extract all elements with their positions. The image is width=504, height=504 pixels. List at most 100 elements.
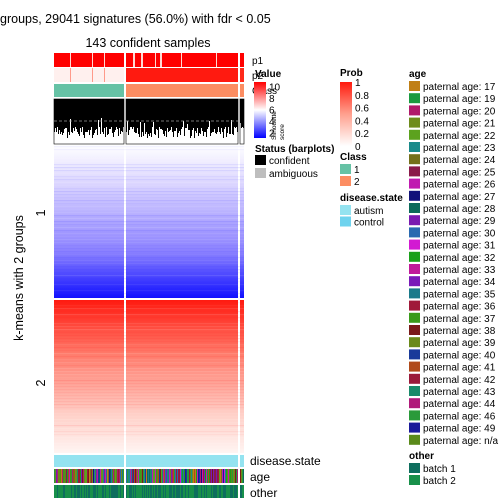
- age-track-cell: [173, 469, 174, 483]
- heatmap-row-texture: [54, 425, 244, 427]
- silhouette-bar: [184, 99, 185, 136]
- heatmap-row-texture: [54, 197, 244, 199]
- silhouette-bar: [159, 99, 160, 127]
- other-track-cell: [179, 485, 180, 498]
- age-track-cell: [234, 469, 235, 483]
- silhouette-bar: [65, 99, 66, 128]
- other-track-cell: [177, 485, 178, 498]
- other-track-cell: [94, 485, 95, 498]
- silhouette-bar: [84, 99, 85, 138]
- age-legend-item-label: paternal age: 33: [423, 265, 496, 276]
- age-track-cell: [93, 469, 94, 483]
- silhouette-bar: [166, 99, 167, 137]
- age-track-cell: [168, 469, 169, 483]
- age-track-cell: [190, 469, 191, 483]
- other-track-cell: [213, 485, 214, 498]
- age-track-cell: [66, 469, 67, 483]
- silhouette-bar: [241, 99, 242, 128]
- silhouette-bar: [67, 99, 68, 138]
- heatmap-body: [54, 145, 244, 453]
- silhouette-bar: [85, 99, 86, 132]
- heatmap-row-texture: [54, 173, 244, 175]
- disease-state-legend-title: disease.state: [340, 193, 403, 204]
- silhouette-bar: [158, 99, 159, 138]
- age-track-cell: [68, 469, 69, 483]
- silhouette-bar: [191, 99, 192, 136]
- other-track-cell: [219, 485, 220, 498]
- age-legend-item-label: paternal age: 44: [423, 399, 496, 410]
- silhouette-bar: [178, 99, 179, 133]
- age-track-cell: [82, 469, 83, 483]
- class-legend-item-label: 1: [354, 165, 360, 176]
- other-track-label: other: [250, 486, 277, 500]
- heatmap-row-texture: [54, 443, 244, 445]
- other-track-cell: [105, 485, 106, 498]
- age-track-cell: [153, 469, 154, 483]
- age-track-cell: [154, 469, 155, 483]
- other-track-cell: [88, 485, 89, 498]
- age-track-cell: [236, 469, 237, 483]
- silhouette-bar: [132, 99, 133, 129]
- silhouette-bar: [227, 99, 228, 133]
- silhouette-bar: [171, 99, 172, 127]
- age-track-cell: [219, 469, 220, 483]
- silhouette-bar: [112, 99, 113, 133]
- p1-stripe: [133, 53, 135, 67]
- other-track-cell: [220, 485, 221, 498]
- silhouette-bar: [90, 99, 91, 130]
- silhouette-bar: [186, 99, 187, 128]
- silhouette-bar: [145, 99, 146, 134]
- p1-stripe: [70, 53, 71, 67]
- silhouette-bar: [194, 99, 195, 138]
- age-legend-item-swatch: [409, 361, 420, 372]
- other-track-cell: [64, 485, 65, 498]
- silhouette-bar: [203, 99, 204, 136]
- age-legend-item-swatch: [409, 386, 420, 396]
- silhouette-bar: [116, 99, 117, 127]
- other-track-cell: [155, 485, 156, 498]
- age-track-cell: [102, 469, 103, 483]
- silhouette-bar: [147, 99, 148, 138]
- age-track-cell: [186, 469, 187, 483]
- age-legend-item-label: paternal age: 38: [423, 326, 496, 337]
- heatmap-row-texture: [54, 251, 244, 253]
- silhouette-bar: [240, 99, 241, 123]
- disease-state-track-label: disease.state: [250, 454, 321, 468]
- heatmap-row-texture: [54, 194, 244, 196]
- age-track-cell: [106, 469, 107, 483]
- other-track-cell: [113, 485, 114, 498]
- silhouette-bar: [80, 99, 81, 128]
- age-track-cell: [122, 469, 123, 483]
- chart-title: groups, 29041 signatures (56.0%) with fd…: [0, 12, 271, 26]
- silhouette-bar: [131, 99, 132, 127]
- other-track-cell: [171, 485, 172, 498]
- heatmap-row-texture: [54, 371, 244, 373]
- age-track-cell: [119, 469, 120, 483]
- other-track-cell: [159, 485, 160, 498]
- age-track-cell: [235, 469, 236, 483]
- disease-state-track: [54, 455, 244, 467]
- other-track-cell: [112, 485, 113, 498]
- age-track-cell: [207, 469, 208, 483]
- heatmap-row-texture: [54, 395, 244, 397]
- other-track-cell: [195, 485, 196, 498]
- heatmap-row-texture: [54, 260, 244, 262]
- age-track-cell: [233, 469, 234, 483]
- heatmap-row-texture: [54, 227, 244, 229]
- age-track-cell: [97, 469, 98, 483]
- heatmap-row-texture: [54, 254, 244, 256]
- age-track-cell: [80, 469, 81, 483]
- silhouette-bar: [185, 99, 186, 128]
- other-track-cell: [223, 485, 224, 498]
- silhouette-bar: [198, 99, 199, 136]
- age-track-cell: [201, 469, 202, 483]
- silhouette-bar: [193, 99, 194, 128]
- silhouette-bar: [143, 99, 144, 136]
- silhouette-bar: [127, 99, 128, 121]
- age-legend-item-label: paternal age: 37: [423, 314, 496, 325]
- age-track-cell: [166, 469, 167, 483]
- age-legend-item-swatch: [409, 203, 420, 213]
- age-track-cell: [211, 469, 212, 483]
- prob-legend-tick: 0.8: [355, 91, 369, 102]
